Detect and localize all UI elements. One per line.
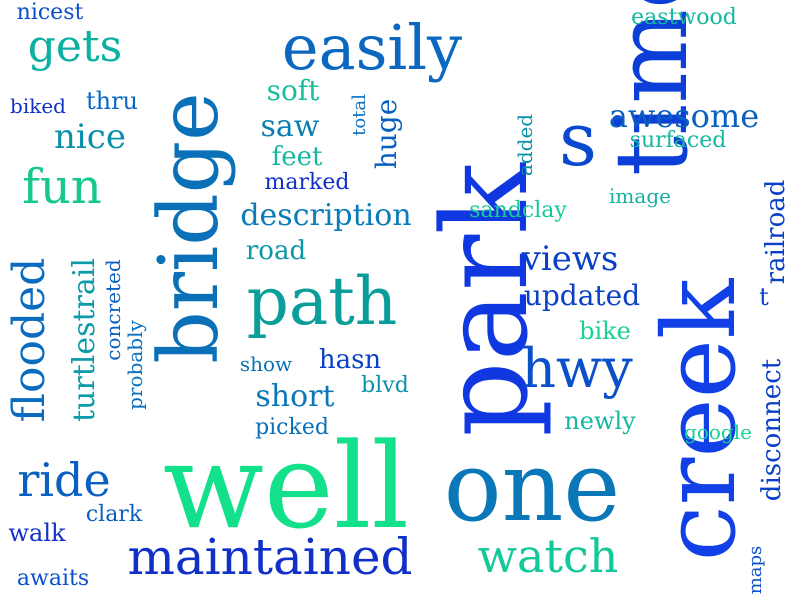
word-soft: soft — [266, 74, 320, 107]
word-surfaced: surfaced — [629, 128, 727, 153]
word-nice: nice — [54, 117, 126, 157]
word-well: well — [162, 417, 410, 555]
word-added: added — [513, 113, 537, 177]
word-picked: picked — [255, 415, 329, 440]
word-description: description — [240, 198, 412, 233]
word-blvd: blvd — [361, 373, 409, 398]
word-t: t — [759, 283, 769, 311]
word-probably: probably — [123, 320, 147, 410]
word-bridge: bridge — [142, 92, 237, 364]
word-flooded: flooded — [4, 257, 55, 423]
word-newly: newly — [564, 407, 636, 435]
word-fun: fun — [22, 159, 102, 215]
word-easily: easily — [281, 11, 463, 84]
word-huge: huge — [370, 98, 403, 170]
word-hwy: hwy — [521, 337, 633, 400]
word-nicest: nicest — [16, 0, 84, 25]
word-bike: bike — [579, 317, 631, 345]
word-one: one — [443, 431, 621, 543]
word-show: show — [239, 352, 293, 376]
word-awesome: awesome — [608, 97, 760, 135]
word-path: path — [246, 263, 398, 340]
word-short: short — [255, 379, 335, 414]
word-maintained: maintained — [127, 528, 413, 586]
word-road: road — [245, 236, 307, 266]
word-google: google — [684, 420, 752, 444]
word-updated: updated — [523, 279, 641, 312]
word-turtlestrail: turtlestrail — [67, 258, 102, 422]
word-watch: watch — [477, 529, 619, 583]
word-saw: saw — [260, 109, 320, 144]
word-walk: walk — [8, 519, 66, 547]
word-biked: biked — [10, 94, 66, 118]
word-ride: ride — [17, 453, 111, 507]
word-thru: thru — [85, 87, 139, 115]
word-awaits: awaits — [16, 566, 90, 591]
word-hasn: hasn — [318, 345, 382, 375]
word-maps: maps — [745, 545, 766, 595]
word-marked: marked — [264, 170, 350, 195]
word-gets: gets — [27, 21, 123, 72]
word-views: views — [521, 239, 619, 279]
word-clark: clark — [85, 502, 143, 527]
word-disconnect: disconnect — [757, 358, 787, 502]
word-concreted: concreted — [101, 259, 125, 361]
word-total: total — [349, 94, 370, 136]
word-s: s — [559, 97, 597, 183]
word-feet: feet — [271, 142, 323, 172]
word-sandclay: sandclay — [469, 198, 567, 223]
word-eastwood: eastwood — [631, 5, 737, 30]
word-railroad: railroad — [761, 179, 791, 285]
word-image: image — [609, 184, 671, 208]
